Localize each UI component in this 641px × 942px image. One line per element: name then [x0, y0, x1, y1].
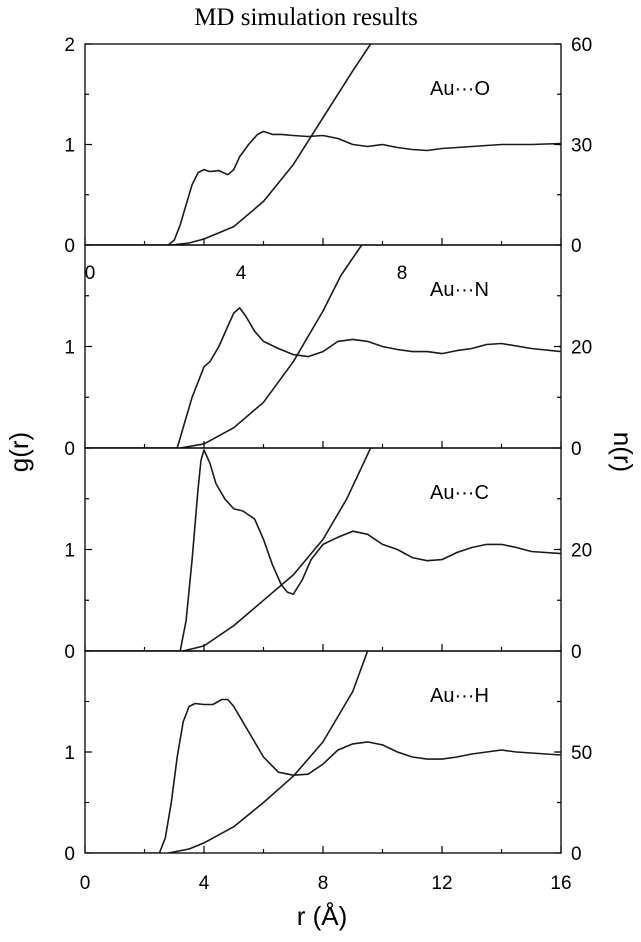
- y-tick-label-left: 2: [64, 35, 75, 56]
- inner-x-tick-label: 0: [85, 263, 96, 284]
- g-curve: [85, 130, 561, 245]
- n-curve: [180, 245, 363, 448]
- x-tick-label: 0: [80, 873, 91, 894]
- y-tick-label-right: 0: [571, 236, 582, 257]
- panel-frame: [84, 447, 562, 652]
- panel-frame: [84, 244, 562, 449]
- y-tick-label-left: 0: [64, 844, 75, 865]
- chart-panels: 01203060Au···O01020Au···N01020Au···C0105…: [64, 35, 592, 894]
- chart-title: MD simulation results: [194, 4, 418, 31]
- y-tick-label-left: 0: [64, 439, 75, 460]
- y-tick-label-right: 20: [571, 338, 592, 359]
- n-curve: [168, 651, 369, 853]
- g-curve: [85, 698, 561, 853]
- y-tick-label-left: 1: [64, 541, 75, 562]
- g-curve: [85, 449, 561, 651]
- panel-curves: [85, 245, 561, 448]
- y-tick-label-right: 0: [571, 844, 582, 865]
- y-axis-title-right: n(r): [608, 432, 638, 472]
- y-tick-label-right: 0: [571, 642, 582, 663]
- x-tick-label: 4: [199, 873, 210, 894]
- y-axis-title-left: g(r): [4, 432, 34, 472]
- y-tick-label-left: 1: [64, 338, 75, 359]
- y-tick-label-right: 0: [571, 439, 582, 460]
- panel-1: 0 1 2 0 30 60 Au···O: [64, 35, 592, 257]
- panel-label: Au···C: [430, 482, 489, 504]
- panel-label: Au···H: [430, 685, 489, 707]
- y-tick-label-right: 50: [571, 743, 592, 764]
- x-tick-label: 12: [431, 873, 452, 894]
- n-curve: [171, 44, 372, 245]
- inner-x-tick-label: 8: [397, 263, 408, 284]
- y-tick-label-left: 0: [64, 236, 75, 257]
- panel-curves: [85, 448, 561, 651]
- y-tick-label-left: 1: [64, 743, 75, 764]
- panel-4: 0 1 0 50 Au···H: [64, 650, 592, 865]
- y-tick-label-right: 20: [571, 541, 592, 562]
- inner-x-tick-label: 4: [236, 263, 247, 284]
- panel-curves: [85, 44, 561, 245]
- g-curve: [85, 307, 561, 448]
- panel-curves: [85, 651, 561, 853]
- y-tick-label-right: 60: [571, 35, 592, 56]
- x-tick-label: 16: [550, 873, 571, 894]
- y-tick-label-right: 30: [571, 136, 592, 157]
- x-tick-label: 8: [318, 873, 329, 894]
- x-axis-title: r (Å): [297, 901, 348, 931]
- panel-label: Au···O: [430, 78, 490, 100]
- y-tick-label-left: 0: [64, 642, 75, 663]
- y-tick-label-left: 1: [64, 136, 75, 157]
- n-curve: [183, 448, 372, 651]
- panel-label: Au···N: [430, 279, 489, 301]
